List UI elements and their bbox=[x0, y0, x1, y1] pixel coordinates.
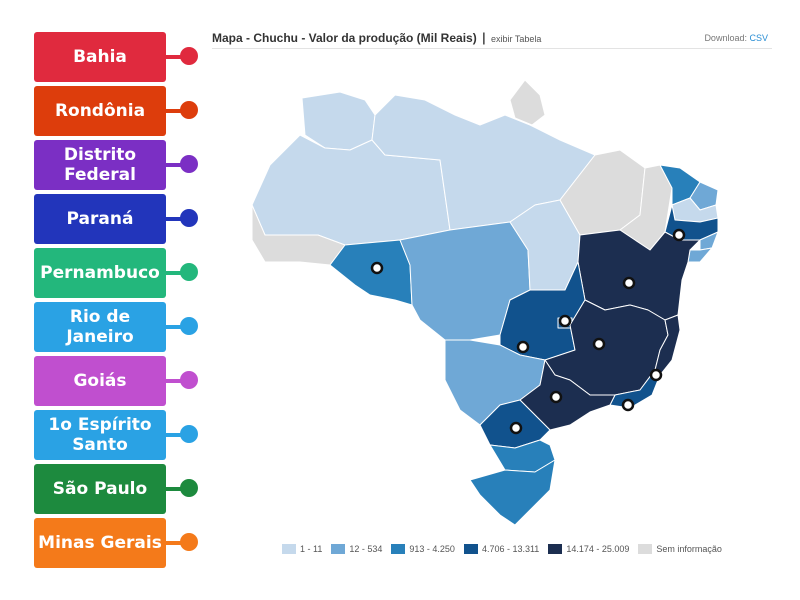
label-card[interactable]: São Paulo bbox=[34, 464, 166, 514]
label-item-rondonia[interactable]: Rondônia bbox=[34, 86, 204, 136]
label-connector bbox=[165, 433, 187, 437]
drop-marker[interactable] bbox=[516, 340, 530, 354]
label-connector bbox=[165, 217, 187, 221]
label-card[interactable]: 1o Espírito Santo bbox=[34, 410, 166, 460]
brazil-map bbox=[251, 79, 719, 526]
drag-handle[interactable] bbox=[180, 263, 198, 281]
label-card[interactable]: Bahia bbox=[34, 32, 166, 82]
label-card[interactable]: Pernambuco bbox=[34, 248, 166, 298]
map-drop-markers bbox=[370, 228, 686, 435]
label-card[interactable]: Rio de Janeiro bbox=[34, 302, 166, 352]
legend-item: 4.706 - 13.311 bbox=[463, 544, 540, 554]
state-amapa[interactable] bbox=[509, 79, 546, 126]
drop-marker[interactable] bbox=[649, 368, 663, 382]
drag-handle[interactable] bbox=[180, 155, 198, 173]
drag-handle[interactable] bbox=[180, 317, 198, 335]
label-item-parana[interactable]: Paraná bbox=[34, 194, 204, 244]
label-connector bbox=[165, 487, 187, 491]
title-separator: | bbox=[482, 30, 486, 45]
label-item-goias[interactable]: Goiás bbox=[34, 356, 204, 406]
label-connector bbox=[165, 163, 187, 167]
drop-marker[interactable] bbox=[370, 261, 384, 275]
drag-handle[interactable] bbox=[180, 371, 198, 389]
drag-handle[interactable] bbox=[180, 209, 198, 227]
legend-swatch bbox=[331, 544, 346, 554]
download-csv-link[interactable]: CSV bbox=[749, 33, 768, 43]
download-label: Download: bbox=[704, 33, 747, 43]
legend-label: Sem informação bbox=[656, 544, 722, 554]
label-card[interactable]: Minas Gerais bbox=[34, 518, 166, 568]
drag-handle[interactable] bbox=[180, 479, 198, 497]
legend-label: 1 - 11 bbox=[300, 544, 323, 554]
state-rondonia[interactable] bbox=[329, 239, 413, 306]
state-rio-de-janeiro[interactable] bbox=[609, 369, 661, 409]
label-item-bahia[interactable]: Bahia bbox=[34, 32, 204, 82]
legend-label: 913 - 4.250 bbox=[409, 544, 455, 554]
label-connector bbox=[165, 55, 187, 59]
state-sergipe[interactable] bbox=[687, 247, 713, 263]
drop-marker[interactable] bbox=[558, 314, 572, 328]
label-connector bbox=[165, 379, 187, 383]
label-item-minas-gerais[interactable]: Minas Gerais bbox=[34, 518, 204, 568]
drag-handle[interactable] bbox=[180, 47, 198, 65]
label-item-rio-de-janeiro[interactable]: Rio de Janeiro bbox=[34, 302, 204, 352]
label-card[interactable]: Rondônia bbox=[34, 86, 166, 136]
label-connector bbox=[165, 325, 187, 329]
label-card[interactable]: Paraná bbox=[34, 194, 166, 244]
state-rio-grande-do-sul[interactable] bbox=[469, 459, 556, 526]
label-item-espirito-santo[interactable]: 1o Espírito Santo bbox=[34, 410, 204, 460]
legend-item: 14.174 - 25.009 bbox=[548, 544, 629, 554]
legend-swatch bbox=[391, 544, 406, 554]
legend-swatch bbox=[638, 544, 653, 554]
drop-marker[interactable] bbox=[622, 276, 636, 290]
legend-item: 12 - 534 bbox=[331, 544, 382, 554]
drop-marker[interactable] bbox=[549, 390, 563, 404]
map-legend: 1 - 11 12 - 534 913 - 4.250 4.706 - 13.3… bbox=[282, 544, 731, 554]
label-item-sao-paulo[interactable]: São Paulo bbox=[34, 464, 204, 514]
show-table-link[interactable]: exibir Tabela bbox=[491, 34, 542, 44]
legend-item: 913 - 4.250 bbox=[391, 544, 455, 554]
map-header: Mapa - Chuchu - Valor da produção (Mil R… bbox=[212, 26, 772, 49]
drag-handle[interactable] bbox=[180, 101, 198, 119]
drop-marker[interactable] bbox=[672, 228, 686, 242]
label-card[interactable]: Goiás bbox=[34, 356, 166, 406]
legend-item: 1 - 11 bbox=[282, 544, 322, 554]
label-connector bbox=[165, 109, 187, 113]
label-card[interactable]: Distrito Federal bbox=[34, 140, 166, 190]
drag-handle[interactable] bbox=[180, 425, 198, 443]
label-connector bbox=[165, 271, 187, 275]
label-item-distrito-federal[interactable]: Distrito Federal bbox=[34, 140, 204, 190]
legend-item: Sem informação bbox=[638, 544, 722, 554]
map-title-text: Mapa - Chuchu - Valor da produção (Mil R… bbox=[212, 31, 477, 45]
drop-marker[interactable] bbox=[509, 421, 523, 435]
legend-label: 12 - 534 bbox=[349, 544, 383, 554]
drop-marker[interactable] bbox=[592, 337, 606, 351]
map-title: Mapa - Chuchu - Valor da produção (Mil R… bbox=[212, 30, 541, 45]
legend-swatch bbox=[463, 544, 478, 554]
legend-swatch bbox=[548, 544, 563, 554]
download-area: Download: CSV bbox=[704, 33, 768, 43]
legend-swatch bbox=[282, 544, 296, 554]
drag-handle[interactable] bbox=[180, 533, 198, 551]
legend-label: 4.706 - 13.311 bbox=[481, 544, 540, 554]
label-item-pernambuco[interactable]: Pernambuco bbox=[34, 248, 204, 298]
drop-marker[interactable] bbox=[621, 398, 635, 412]
label-connector bbox=[165, 541, 187, 545]
map-panel: Mapa - Chuchu - Valor da produção (Mil R… bbox=[212, 26, 772, 586]
legend-label: 14.174 - 25.009 bbox=[566, 544, 630, 554]
